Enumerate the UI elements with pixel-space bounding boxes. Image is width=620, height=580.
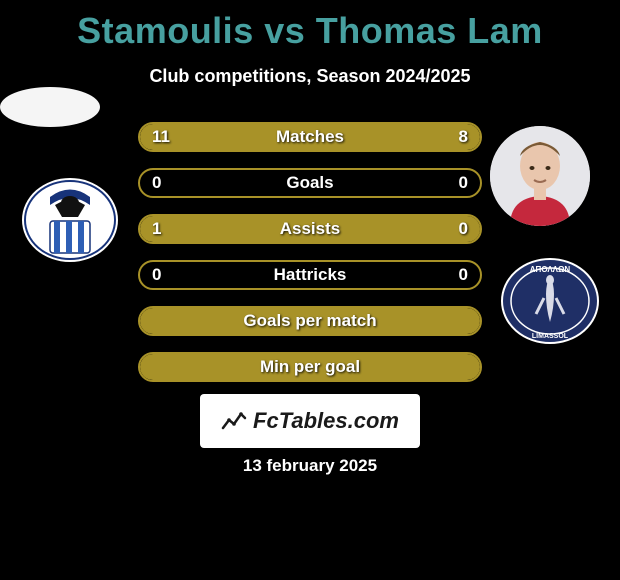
stat-label: Min per goal [140,354,480,380]
stat-label: Hattricks [140,262,480,288]
stat-bar-goals: 00Goals [138,168,482,198]
stat-label: Assists [140,216,480,242]
stat-bar-goals-per-match: Goals per match [138,306,482,336]
page-title: Stamoulis vs Thomas Lam [0,0,620,52]
brand-text: FcTables.com [253,408,399,434]
chart-icon [221,408,247,434]
stats-chart: 118Matches 00Goals 10Assists 00Hattricks Goa… [138,122,482,398]
stat-bar-matches: 118Matches [138,122,482,152]
player-left-photo [0,87,100,127]
subtitle: Club competitions, Season 2024/2025 [0,66,620,87]
date-text: 13 february 2025 [0,456,620,476]
stat-label: Goals per match [140,308,480,334]
stat-label: Matches [140,124,480,150]
stat-bar-hattricks: 00Hattricks [138,260,482,290]
stat-label: Goals [140,170,480,196]
svg-text:ΑΠΟΛΛΩΝ: ΑΠΟΛΛΩΝ [530,265,571,274]
club-left-crest [20,177,120,263]
brand-badge: FcTables.com [200,394,420,448]
stat-bar-assists: 10Assists [138,214,482,244]
club-right-crest: ΑΠΟΛΛΩΝ LIMASSOL [500,258,600,344]
stat-bar-min-per-goal: Min per goal [138,352,482,382]
svg-text:LIMASSOL: LIMASSOL [532,333,569,340]
player-right-photo [490,126,590,226]
